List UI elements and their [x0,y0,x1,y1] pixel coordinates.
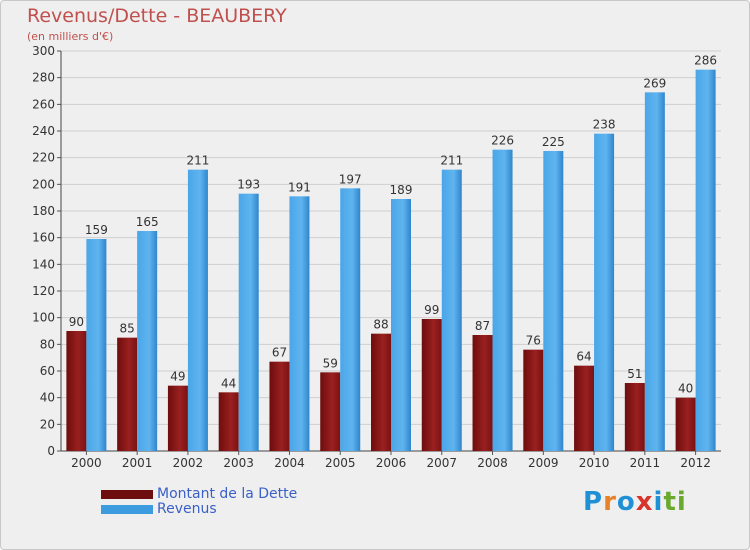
data-label-revenus: 165 [136,215,159,229]
data-label-revenus: 238 [593,118,616,132]
bar-revenus [187,169,208,451]
x-tick-label: 2008 [477,456,508,470]
data-label-dette: 64 [576,350,591,364]
y-tick-label: 180 [32,204,55,218]
data-label-revenus: 226 [491,134,514,148]
bar-dette [167,385,188,451]
data-label-dette: 40 [678,382,693,396]
y-tick-label: 260 [32,97,55,111]
y-tick-label: 100 [32,311,55,325]
bar-revenus [441,169,462,451]
bar-dette [421,319,442,451]
bar-dette [320,372,341,451]
y-tick-label: 140 [32,257,55,271]
x-tick-label: 2012 [680,456,711,470]
data-label-dette: 67 [272,346,287,360]
data-label-dette: 87 [475,319,490,333]
bar-dette [624,383,645,451]
legend-swatch-revenus [101,505,153,514]
data-label-revenus: 191 [288,180,311,194]
bar-revenus [492,149,513,451]
bar-revenus [644,92,665,451]
x-tick-label: 2001 [122,456,153,470]
bar-dette [574,365,595,451]
x-tick-label: 2004 [274,456,305,470]
legend-label-revenus: Revenus [157,501,217,517]
data-label-revenus: 211 [186,154,209,168]
y-tick-label: 80 [40,337,55,351]
data-label-revenus: 225 [542,135,565,149]
bar-revenus [543,151,564,451]
data-label-revenus: 286 [694,54,717,68]
bar-dette [675,397,696,451]
bar-dette [66,331,87,451]
data-label-dette: 90 [69,315,84,329]
legend-label-debt: Montant de la Dette [157,486,298,502]
y-tick-label: 300 [32,44,55,58]
y-tick-label: 160 [32,231,55,245]
data-label-revenus: 197 [339,172,362,186]
bar-revenus [594,133,615,451]
x-tick-label: 2009 [528,456,559,470]
data-label-dette: 88 [373,318,388,332]
data-label-dette: 51 [627,367,642,381]
data-label-dette: 44 [221,376,236,390]
x-tick-label: 2000 [71,456,102,470]
legend-item-debt: Montant de la Dette [101,486,361,502]
bar-revenus [391,199,411,451]
bar-dette [218,392,239,451]
y-tick-label: 280 [32,71,55,85]
bar-revenus [137,231,158,451]
bar-revenus [238,193,259,451]
legend-swatch-debt [101,490,153,499]
proxiti-logo: Proxiti [583,487,687,517]
chart-subtitle: (en milliers d'€) [27,30,114,43]
y-tick-label: 20 [40,417,55,431]
bar-revenus [289,196,310,451]
y-tick-label: 40 [40,391,55,405]
bar-revenus [340,188,361,452]
bar-dette [523,349,544,451]
bar-dette [472,335,493,451]
y-tick-label: 220 [32,151,55,165]
data-label-revenus: 189 [390,183,413,197]
y-tick-label: 0 [47,444,55,458]
bar-dette [117,337,138,451]
data-label-revenus: 159 [85,223,108,237]
x-tick-label: 2005 [325,456,356,470]
data-label-revenus: 211 [440,154,463,168]
data-label-dette: 59 [323,356,338,370]
legend-item-revenus: Revenus [101,501,361,517]
data-label-revenus: 193 [237,178,260,192]
x-tick-label: 2011 [630,456,661,470]
x-tick-label: 2003 [223,456,254,470]
bar-revenus [86,239,107,451]
bar-revenus [695,69,716,452]
data-label-dette: 85 [120,322,135,336]
y-tick-label: 60 [40,364,55,378]
x-tick-label: 2006 [376,456,407,470]
data-label-dette: 49 [170,370,185,384]
y-tick-label: 120 [32,284,55,298]
x-tick-label: 2007 [426,456,457,470]
y-tick-label: 200 [32,177,55,191]
legend: Montant de la Dette Revenus [101,486,361,517]
chart-title: Revenus/Dette - BEAUBERY [27,5,287,27]
x-tick-label: 2010 [579,456,610,470]
bar-dette [371,333,391,451]
data-label-dette: 76 [526,334,541,348]
x-tick-label: 2002 [173,456,204,470]
bar-dette [269,361,290,451]
y-tick-label: 240 [32,124,55,138]
data-label-revenus: 269 [643,76,666,90]
data-label-dette: 99 [424,303,439,317]
